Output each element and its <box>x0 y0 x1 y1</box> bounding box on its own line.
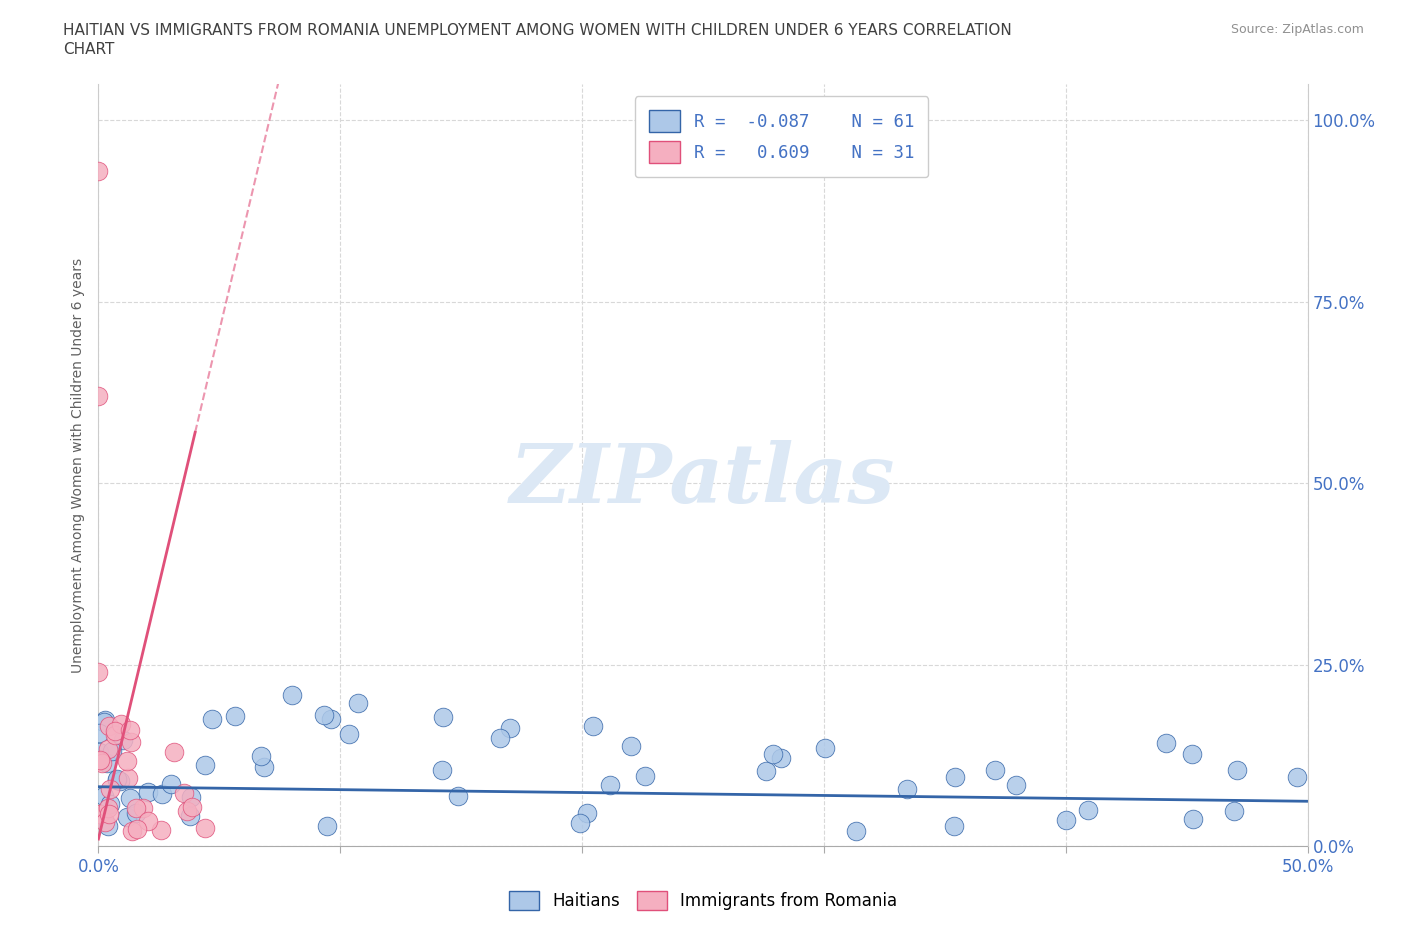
Y-axis label: Unemployment Among Women with Children Under 6 years: Unemployment Among Women with Children U… <box>72 258 86 672</box>
Point <box>87 665 110 680</box>
Point <box>984 763 1007 777</box>
Point <box>432 710 454 724</box>
Point <box>117 771 139 786</box>
Point <box>108 774 131 789</box>
Point <box>89 807 111 822</box>
Point <box>97 801 120 816</box>
Point <box>107 771 129 786</box>
Point <box>89 745 111 760</box>
Point <box>1077 803 1099 817</box>
Point <box>93 714 115 729</box>
Point <box>337 726 360 741</box>
Point <box>582 718 605 733</box>
Point <box>94 815 117 830</box>
Point <box>105 773 128 788</box>
Point <box>110 717 132 732</box>
Point <box>98 781 121 796</box>
Point <box>430 763 453 777</box>
Point <box>136 814 159 829</box>
Point <box>194 820 217 835</box>
Point <box>103 724 125 738</box>
Text: ZIPatlas: ZIPatlas <box>510 440 896 520</box>
Point <box>896 781 918 796</box>
Point <box>89 725 111 740</box>
Point <box>224 709 246 724</box>
Point <box>253 759 276 774</box>
Point <box>1004 777 1026 792</box>
Legend: Haitians, Immigrants from Romania: Haitians, Immigrants from Romania <box>502 884 904 917</box>
Point <box>115 810 138 825</box>
Point <box>1154 736 1177 751</box>
Point <box>87 164 110 179</box>
Point <box>943 818 966 833</box>
Point <box>1181 812 1204 827</box>
Point <box>163 745 186 760</box>
Point <box>499 720 522 735</box>
Point <box>125 822 148 837</box>
Point <box>87 754 110 769</box>
Text: Source: ZipAtlas.com: Source: ZipAtlas.com <box>1230 23 1364 36</box>
Point <box>180 790 202 804</box>
Point <box>121 823 143 838</box>
Point <box>150 787 173 802</box>
Point <box>769 751 792 765</box>
Point <box>94 712 117 727</box>
Point <box>319 711 342 726</box>
Point <box>97 741 120 756</box>
Point <box>125 805 148 820</box>
Point <box>1054 812 1077 827</box>
Point <box>489 731 512 746</box>
Point <box>131 801 153 816</box>
Point <box>845 824 868 839</box>
Point <box>111 733 134 748</box>
Point <box>1223 804 1246 818</box>
Point <box>347 696 370 711</box>
Point <box>1181 746 1204 761</box>
Point <box>943 769 966 784</box>
Point <box>120 735 142 750</box>
Legend: R =  -0.087    N = 61, R =   0.609    N = 31: R = -0.087 N = 61, R = 0.609 N = 31 <box>636 96 928 178</box>
Point <box>181 800 204 815</box>
Point <box>201 711 224 726</box>
Point <box>101 743 124 758</box>
Text: HAITIAN VS IMMIGRANTS FROM ROMANIA UNEMPLOYMENT AMONG WOMEN WITH CHILDREN UNDER : HAITIAN VS IMMIGRANTS FROM ROMANIA UNEMP… <box>63 23 1012 38</box>
Point <box>194 757 217 772</box>
Point <box>1285 770 1308 785</box>
Point <box>136 784 159 799</box>
Point <box>115 753 138 768</box>
Point <box>97 818 120 833</box>
Point <box>447 789 470 804</box>
Point <box>814 741 837 756</box>
Point <box>620 738 643 753</box>
Point <box>173 785 195 800</box>
Point <box>118 790 141 805</box>
Point <box>90 756 112 771</box>
Point <box>281 688 304 703</box>
Point <box>98 807 121 822</box>
Point <box>176 804 198 818</box>
Point <box>89 752 111 767</box>
Point <box>1226 762 1249 777</box>
Point <box>160 777 183 791</box>
Point <box>150 822 173 837</box>
Point <box>634 768 657 783</box>
Point <box>599 777 621 792</box>
Point <box>316 818 339 833</box>
Point <box>125 800 148 815</box>
Text: CHART: CHART <box>63 42 115 57</box>
Point <box>93 789 115 804</box>
Point <box>104 728 127 743</box>
Point <box>250 749 273 764</box>
Point <box>314 708 336 723</box>
Point <box>118 723 141 737</box>
Point <box>569 816 592 830</box>
Point <box>96 755 118 770</box>
Point <box>762 747 785 762</box>
Point <box>575 805 598 820</box>
Point <box>87 389 110 404</box>
Point <box>179 808 201 823</box>
Point <box>97 719 120 734</box>
Point <box>98 797 121 812</box>
Point <box>755 764 778 778</box>
